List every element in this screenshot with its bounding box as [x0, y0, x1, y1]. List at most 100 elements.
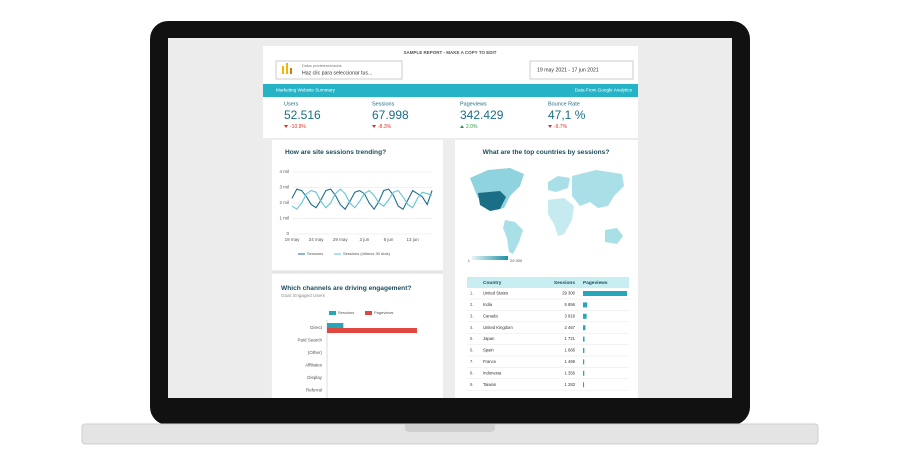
row-country: Spain [483, 348, 494, 353]
legend-label: Sessions (últimos 30 días) [343, 251, 391, 256]
south-america [503, 220, 523, 254]
pageviews-bar [583, 302, 588, 308]
ga-icon [286, 63, 288, 74]
row-sessions: 1 469 [565, 359, 576, 364]
africa [548, 198, 574, 236]
selector-title: Datos predeterminados [302, 64, 342, 68]
europe [548, 176, 570, 192]
bar [327, 328, 417, 333]
date-range: 19 may 2021 - 17 jun 2021 [537, 67, 599, 73]
x-tick-label: 19 may [285, 237, 301, 242]
row-sessions: 1 721 [565, 336, 576, 341]
row-country: India [483, 302, 493, 307]
map-title: What are the top countries by sessions? [483, 149, 610, 156]
legend-swatch [365, 311, 372, 315]
channel-panel [272, 274, 443, 398]
row-rank: 9. [470, 382, 474, 387]
row-country: United States [483, 291, 508, 296]
screen: SAMPLE REPORT - MAKE A COPY TO EDIT Datos… [168, 38, 732, 398]
row-rank: 3. [470, 313, 474, 318]
kpi-value: 47,1 % [548, 108, 586, 122]
summary-left: Marketing Website Summary [276, 88, 336, 93]
date-picker[interactable] [529, 60, 634, 80]
kpi-value: 67.998 [372, 108, 409, 122]
y-tick-label: Paid Search [297, 338, 322, 343]
summary-bar [263, 84, 638, 97]
pageviews-bar [583, 313, 587, 319]
kpi-label: Users [284, 101, 299, 107]
legend-swatch [329, 311, 336, 315]
row-rank: 4. [470, 325, 474, 330]
row-rank: 7. [470, 359, 474, 364]
pageviews-bar [583, 325, 586, 331]
kpi-change: -8.3% [378, 124, 392, 130]
row-sessions: 1 356 [565, 370, 576, 375]
x-tick-label: 29 may [333, 237, 349, 242]
legend-label: Sessions [307, 251, 323, 256]
kpi-change: 2.0% [466, 124, 478, 130]
x-tick-label: 8 jun [384, 237, 394, 242]
row-rank: 2. [470, 302, 474, 307]
kpi-arrow [460, 125, 464, 128]
legend-label: Sessions [338, 310, 354, 315]
pageviews-bar [583, 348, 585, 353]
trend-title: How are site sessions trending? [285, 149, 386, 156]
asia [572, 170, 624, 208]
bar [327, 323, 344, 328]
australia [605, 228, 623, 244]
ga-icon [282, 66, 284, 74]
pageviews-bar [583, 382, 585, 388]
y-tick-label: Display [307, 375, 323, 380]
map-legend-max: 29 300 [510, 258, 523, 263]
row-country: Canada [483, 313, 498, 318]
row-country: France [483, 359, 497, 364]
y-tick-label: 2 mil [279, 200, 289, 205]
table-header [467, 277, 629, 288]
y-tick-label: 1 mil [279, 216, 289, 221]
banner: SAMPLE REPORT - MAKE A COPY TO EDIT [403, 50, 496, 55]
column-header: Sessions [554, 280, 575, 286]
kpi-value: 342.429 [460, 108, 504, 122]
row-rank: 8. [470, 370, 474, 375]
notch [405, 424, 495, 432]
column-header: Country [483, 280, 502, 286]
selector-text: Haz clic para seleccionar tus... [302, 70, 372, 76]
usa [478, 191, 506, 211]
y-tick-label: 3 mil [279, 185, 289, 190]
row-country: Indonesia [483, 370, 502, 375]
row-sessions: 29 300 [562, 291, 575, 296]
kpi-label: Sessions [372, 101, 395, 107]
kpi-change: -10.9% [290, 124, 306, 130]
pageviews-bar [583, 359, 585, 365]
kpi-arrow [372, 125, 376, 128]
map-legend-gradient [472, 256, 508, 260]
ga-icon [290, 68, 292, 74]
summary-right: Data From Google Analytics [575, 88, 633, 93]
row-rank: 1. [470, 291, 474, 296]
row-country: United Kingdom [483, 325, 513, 330]
kpi-change: -9.7% [554, 124, 568, 130]
legend-label: Pageviews [374, 310, 393, 315]
y-tick-label: Referral [306, 388, 322, 393]
y-tick-label: 0 [286, 231, 289, 236]
row-sessions: 5 656 [565, 302, 576, 307]
row-sessions: 3 918 [565, 313, 576, 318]
y-tick-label: Direct [310, 325, 323, 330]
line-series [291, 188, 433, 211]
data-selector[interactable] [275, 60, 403, 80]
row-sessions: 1 666 [565, 348, 576, 353]
kpi-label: Pageviews [460, 101, 487, 107]
y-tick-label: Affiliates [305, 363, 323, 368]
line-series [291, 188, 433, 210]
pageviews-bar [583, 291, 627, 296]
row-rank: 6. [470, 348, 474, 353]
row-sessions: 2 467 [565, 325, 576, 330]
kpi-label: Bounce Rate [548, 101, 580, 107]
y-tick-label: (Other) [308, 350, 323, 355]
x-tick-label: 24 may [309, 237, 325, 242]
pageviews-bar [583, 370, 585, 376]
x-tick-label: 3 jun [360, 237, 370, 242]
column-header: Pageviews [583, 280, 608, 286]
y-tick-label: 4 mil [279, 169, 289, 174]
